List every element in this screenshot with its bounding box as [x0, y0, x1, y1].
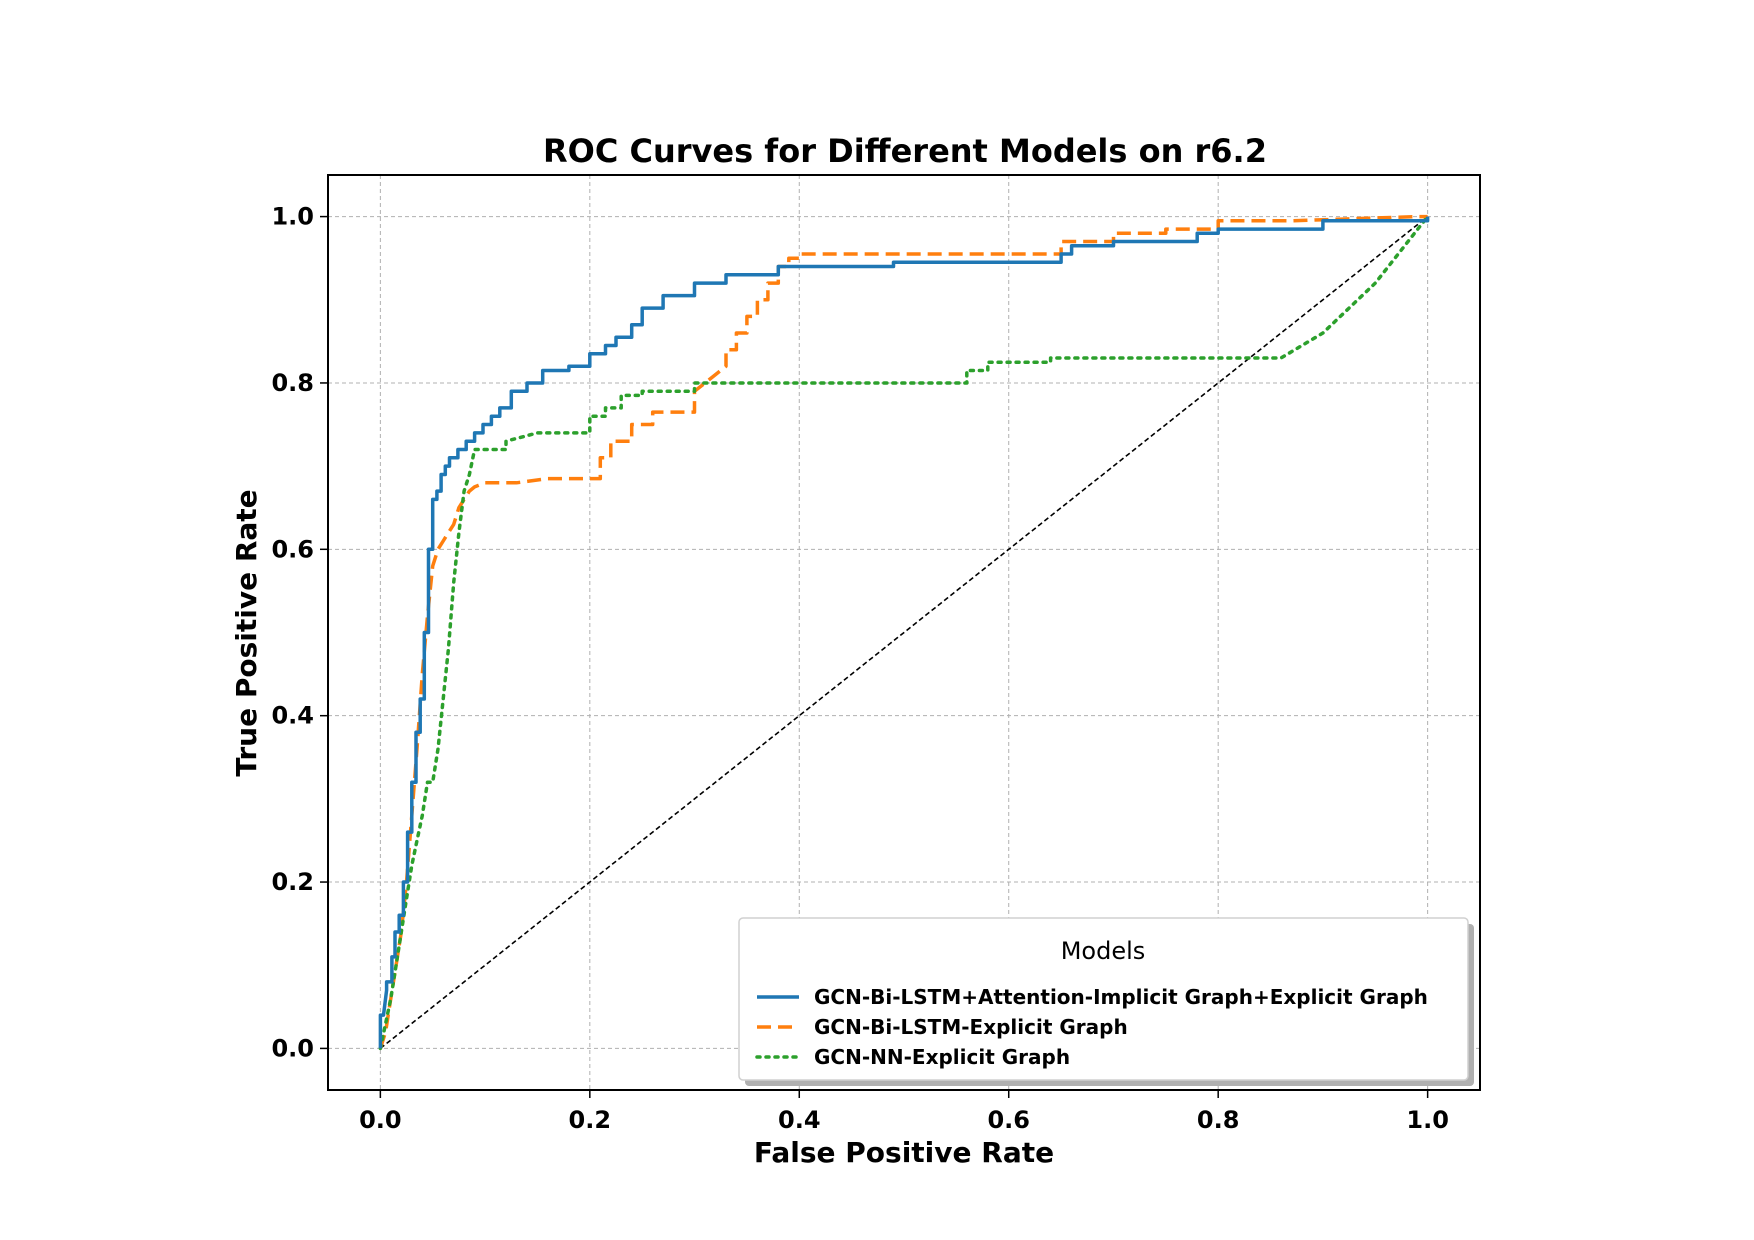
legend-title: Models [1061, 937, 1146, 965]
y-tick-label: 0.8 [271, 369, 314, 397]
y-tick-label: 0.4 [271, 702, 314, 730]
legend: Models GCN-Bi-LSTM+Attention-Implicit Gr… [738, 917, 1474, 1086]
legend-label: GCN-NN-Explicit Graph [814, 1045, 1070, 1069]
x-tick-label: 0.6 [987, 1106, 1030, 1134]
y-tick-label: 0.6 [271, 535, 314, 563]
series-line-1 [378, 216, 1430, 1049]
x-tick-label: 0.0 [359, 1106, 402, 1134]
chart-title: ROC Curves for Different Models on r6.2 [543, 132, 1267, 170]
legend-label: GCN-Bi-LSTM-Explicit Graph [814, 1015, 1128, 1039]
legend-entries: GCN-Bi-LSTM+Attention-Implicit Graph+Exp… [755, 985, 1428, 1069]
plot-frame [327, 174, 1481, 1091]
legend-label: GCN-Bi-LSTM+Attention-Implicit Graph+Exp… [814, 985, 1428, 1009]
y-tick-label: 0.0 [271, 1034, 314, 1062]
x-tick-label: 0.2 [569, 1106, 612, 1134]
y-axis-title: True Positive Rate [230, 489, 263, 776]
x-tick-label: 1.0 [1406, 1106, 1449, 1134]
legend-box [738, 917, 1469, 1081]
series-line-3 [378, 214, 1430, 1051]
ticks: 0.0 0.2 0.4 0.6 0.8 1.0 0.0 0.2 0.4 0.6 0.8 1.0 [271, 203, 1448, 1134]
reference-diagonal-line [379, 215, 1429, 1050]
series-layer [378, 214, 1430, 1051]
x-axis-title: False Positive Rate [754, 1136, 1054, 1169]
y-tick-label: 1.0 [271, 203, 314, 231]
series-line-2 [378, 214, 1428, 1049]
y-tick-label: 0.2 [271, 868, 314, 896]
x-tick-label: 0.8 [1197, 1106, 1240, 1134]
x-tick-label: 0.4 [778, 1106, 821, 1134]
